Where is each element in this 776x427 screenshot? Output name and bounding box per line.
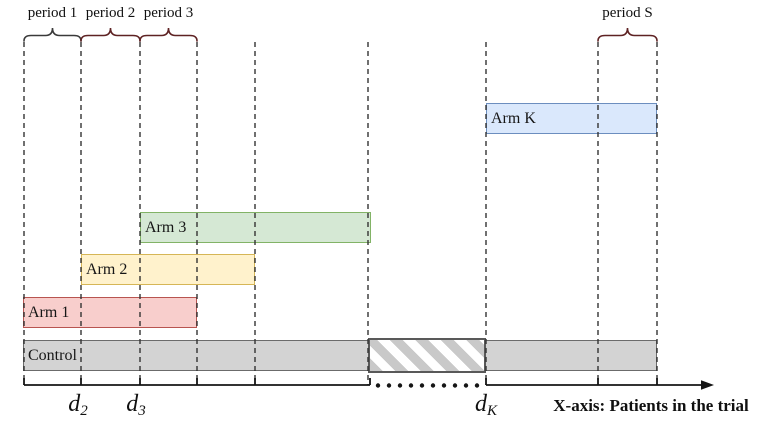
- axis-label-d-2: d2: [68, 392, 88, 419]
- brace-period-3: [139, 27, 198, 42]
- arm-2-bar-label: Arm 2: [86, 260, 128, 278]
- control-bar-label: Control: [28, 346, 77, 364]
- d-label-subscript: 2: [80, 403, 88, 420]
- arm-2-bar: Arm 2: [81, 254, 255, 285]
- arm-k-bar-label: Arm K: [491, 109, 536, 127]
- brace-period-2: [80, 27, 141, 42]
- label-period-2: period 2: [85, 5, 136, 21]
- axis-label-d-3: d3: [126, 392, 146, 419]
- axis-label-d-k: dK: [475, 392, 497, 419]
- arm-1-bar: Arm 1: [23, 297, 197, 328]
- axis-arrowhead-icon: [701, 380, 714, 390]
- axis-ellipsis-dot-5: [430, 383, 436, 388]
- label-period-1: period 1: [27, 5, 78, 21]
- d-label-base: d: [126, 391, 139, 417]
- arm-k-bar: Arm K: [486, 103, 657, 134]
- d-label-subscript: 3: [138, 403, 146, 420]
- brace-period-s: [597, 27, 658, 42]
- arm-1-bar-label: Arm 1: [28, 303, 70, 321]
- control-bar: Control: [23, 340, 657, 371]
- d-label-base: d: [68, 391, 81, 417]
- d-label-subscript: K: [486, 403, 498, 420]
- axis-ellipsis-dot-0: [375, 383, 381, 388]
- axis-ellipsis-dot-8: [463, 383, 469, 388]
- axis-ellipsis-dot-9: [474, 383, 480, 388]
- label-period-3: period 3: [143, 5, 194, 21]
- axis-ellipsis-dot-3: [408, 383, 414, 388]
- axis-ellipsis-dot-6: [441, 383, 447, 388]
- axis-ellipsis-dot-1: [386, 383, 392, 388]
- axis-ellipsis-dot-4: [419, 383, 425, 388]
- control-pause-hatch-region: [368, 338, 486, 373]
- d-label-base: d: [474, 391, 487, 417]
- axis-ellipsis-dot-7: [452, 383, 458, 388]
- brace-period-1: [23, 27, 82, 42]
- label-period-s: period S: [602, 5, 653, 21]
- arm-3-bar-label: Arm 3: [145, 218, 187, 236]
- axis-ellipsis-dot-2: [397, 383, 403, 388]
- x-axis-label: X-axis: Patients in the trial: [553, 396, 749, 415]
